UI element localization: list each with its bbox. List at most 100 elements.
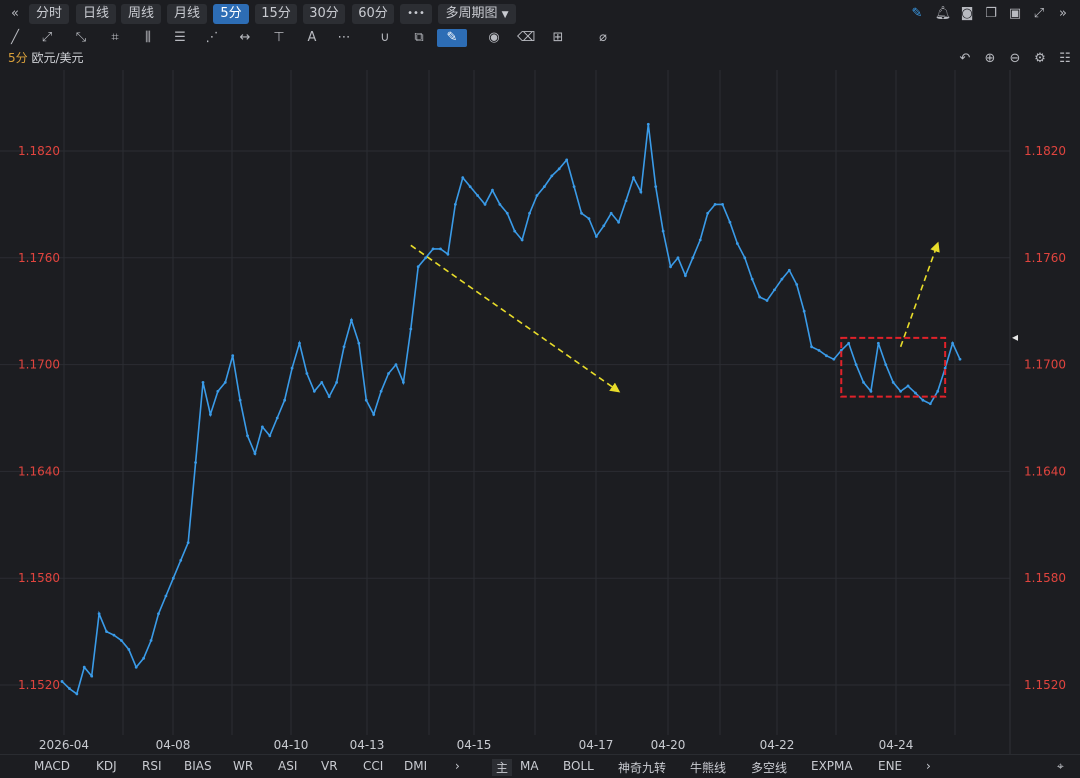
overlay-tab-6[interactable]: ENE bbox=[878, 759, 903, 773]
price-point bbox=[119, 639, 123, 642]
overlay-tab-4[interactable]: 多空线 bbox=[751, 761, 788, 775]
period-button-week[interactable]: 周线 bbox=[121, 4, 161, 24]
last-price-marker bbox=[1012, 334, 1018, 341]
ray-icon[interactable]: ⤢ bbox=[41, 30, 53, 45]
y-tick-label-left: 1.1760 bbox=[18, 251, 60, 265]
copy-window-icon[interactable]: ❐ bbox=[985, 6, 997, 21]
undo-icon[interactable]: ↶ bbox=[959, 51, 971, 66]
price-point bbox=[943, 366, 947, 370]
segment-icon[interactable]: ⤡ bbox=[75, 30, 87, 45]
zoom-in-icon[interactable]: ⊕ bbox=[984, 51, 996, 66]
x-tick-label: 04-24 bbox=[879, 738, 914, 752]
price-point bbox=[884, 363, 888, 366]
price-point bbox=[401, 381, 405, 384]
range-icon[interactable]: ↔ bbox=[239, 30, 251, 45]
overlay-tab-2[interactable]: 神奇九转 bbox=[618, 761, 667, 775]
price-point bbox=[216, 389, 220, 393]
layers-icon[interactable]: ⧉ bbox=[414, 30, 424, 45]
price-point bbox=[171, 576, 175, 580]
indicator-tab-bias[interactable]: BIAS bbox=[184, 759, 212, 773]
price-point bbox=[572, 185, 576, 188]
indicator-tab-macd[interactable]: MACD bbox=[34, 759, 70, 773]
period-button-15min[interactable]: 15分 bbox=[255, 4, 297, 24]
price-point bbox=[82, 665, 86, 669]
more-periods-button[interactable]: ••• bbox=[400, 4, 432, 24]
price-point bbox=[914, 391, 917, 395]
price-point bbox=[468, 185, 472, 188]
overlay-tab-5[interactable]: EXPMA bbox=[811, 759, 853, 773]
price-point bbox=[275, 416, 279, 420]
period-button-30min[interactable]: 30分 bbox=[303, 4, 345, 24]
eye-icon[interactable]: ◉ bbox=[488, 30, 500, 45]
price-series-line bbox=[61, 124, 961, 696]
crop-icon[interactable]: ⌗ bbox=[111, 30, 119, 45]
text-icon[interactable]: A bbox=[307, 30, 317, 45]
overlay-tab-3[interactable]: 牛熊线 bbox=[690, 761, 727, 775]
price-point bbox=[268, 434, 272, 438]
y-tick-label-left: 1.1820 bbox=[18, 144, 60, 158]
indicator-tab-kdj[interactable]: KDJ bbox=[96, 759, 117, 773]
location-icon[interactable]: ⌖ bbox=[1057, 759, 1064, 773]
price-point bbox=[112, 633, 116, 637]
period-button-5min[interactable]: 5分 bbox=[213, 4, 249, 24]
price-point bbox=[409, 327, 413, 331]
price-point bbox=[179, 559, 183, 562]
period-button-minute[interactable]: 分时 bbox=[29, 4, 69, 24]
price-point bbox=[617, 220, 621, 224]
monitor-icon[interactable]: ▣ bbox=[1008, 6, 1022, 21]
y-tick-label-right: 1.1760 bbox=[1024, 251, 1066, 265]
price-point bbox=[810, 345, 813, 349]
camera-icon[interactable]: ◙ bbox=[960, 6, 974, 21]
price-point bbox=[862, 381, 865, 384]
grid-icon[interactable]: ⊞ bbox=[552, 30, 564, 45]
overlay-tab-0[interactable]: MA bbox=[520, 759, 539, 773]
price-point bbox=[580, 211, 583, 215]
price-point bbox=[513, 229, 517, 233]
y-tick-label-right: 1.1580 bbox=[1024, 571, 1066, 585]
align-icon[interactable]: ☰ bbox=[174, 30, 186, 45]
y-tick-label-left: 1.1640 bbox=[18, 464, 60, 478]
indicator-tab-dmi[interactable]: DMI bbox=[404, 759, 428, 773]
y-tick-label-right: 1.1520 bbox=[1024, 678, 1066, 692]
expand-icon[interactable]: ⤢ bbox=[1033, 6, 1045, 21]
more-icon[interactable]: ⋯ bbox=[337, 30, 351, 45]
eraser-icon[interactable]: ⌀ bbox=[599, 30, 607, 45]
line-icon[interactable]: ╱ bbox=[11, 30, 19, 45]
price-point bbox=[765, 299, 769, 302]
trash-icon[interactable]: ⌫ bbox=[517, 30, 536, 45]
bell-icon[interactable]: 🔔︎ bbox=[934, 6, 952, 21]
chart-grid bbox=[0, 70, 1011, 754]
chevron-right-icon[interactable]: › bbox=[455, 759, 460, 773]
indicator-tab-vr[interactable]: VR bbox=[321, 759, 338, 773]
chevron-right-icon[interactable]: › bbox=[926, 759, 931, 773]
price-point bbox=[312, 389, 316, 393]
indicator-tab-asi[interactable]: ASI bbox=[278, 759, 298, 773]
period-button-day[interactable]: 日线 bbox=[76, 4, 116, 24]
price-point bbox=[542, 185, 546, 188]
zoom-out-icon[interactable]: ⊖ bbox=[1009, 51, 1021, 66]
indicator-tab-wr[interactable]: WR bbox=[233, 759, 254, 773]
multi-period-dropdown[interactable]: 多周期图 ▼ bbox=[438, 4, 516, 24]
indicator-tab-rsi[interactable]: RSI bbox=[142, 759, 162, 773]
double-chevron-left-icon[interactable]: « bbox=[11, 6, 19, 21]
price-point bbox=[350, 318, 353, 322]
fib-icon[interactable]: ⊤ bbox=[273, 30, 285, 45]
period-button-month[interactable]: 月线 bbox=[167, 4, 207, 24]
pen-icon[interactable]: ✎ bbox=[437, 29, 467, 47]
price-chart[interactable]: 1.1820 1.1760 1.1700 1.1640 1.1580 1.1520 1.1… bbox=[0, 70, 1080, 754]
bars-icon[interactable]: ⫼ bbox=[145, 30, 151, 45]
price-point bbox=[246, 434, 249, 438]
main-chart-tab[interactable]: 主 bbox=[492, 759, 513, 776]
magnet-icon[interactable]: ∪ bbox=[380, 30, 390, 45]
period-button-60min[interactable]: 60分 bbox=[352, 4, 394, 24]
price-point bbox=[661, 229, 665, 233]
settings-icon[interactable]: ⚙ bbox=[1034, 51, 1046, 66]
pencil-icon[interactable]: ✎ bbox=[911, 6, 923, 21]
overlay-tab-1[interactable]: BOLL bbox=[563, 759, 594, 773]
price-point bbox=[461, 176, 465, 180]
fan-icon[interactable]: ⋰ bbox=[205, 30, 219, 45]
double-chevron-right-icon[interactable]: » bbox=[1059, 6, 1067, 21]
indicator-tab-cci[interactable]: CCI bbox=[363, 759, 384, 773]
price-point bbox=[669, 265, 672, 269]
list-icon[interactable]: ☷ bbox=[1059, 51, 1071, 66]
